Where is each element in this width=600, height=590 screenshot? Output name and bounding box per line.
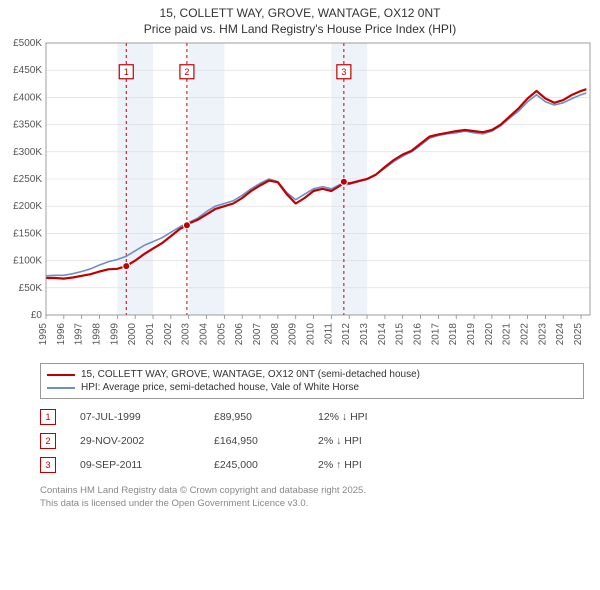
- sale-point: [183, 222, 190, 229]
- x-tick-label: 1997: [74, 323, 85, 346]
- x-tick-label: 2013: [359, 323, 370, 346]
- x-tick-label: 2017: [430, 323, 441, 346]
- legend-row: 15, COLLETT WAY, GROVE, WANTAGE, OX12 0N…: [47, 368, 577, 381]
- sale-marker-number: 1: [124, 67, 129, 77]
- x-tick-label: 1999: [109, 323, 120, 346]
- x-tick-label: 2002: [163, 323, 174, 346]
- sale-row-date: 29-NOV-2002: [80, 435, 190, 447]
- x-tick-label: 2011: [323, 323, 334, 345]
- y-tick-label: £400K: [13, 93, 42, 104]
- sale-point: [340, 178, 347, 185]
- x-tick-label: 2003: [181, 323, 192, 346]
- chart-title: 15, COLLETT WAY, GROVE, WANTAGE, OX12 0N…: [0, 0, 600, 37]
- x-tick-label: 2004: [199, 323, 210, 346]
- x-tick-label: 2025: [573, 323, 584, 346]
- sale-point: [123, 263, 130, 270]
- y-tick-label: £200K: [13, 201, 42, 212]
- legend-swatch: [47, 387, 75, 389]
- x-tick-label: 2018: [448, 323, 459, 346]
- y-tick-label: £350K: [13, 120, 42, 131]
- sale-row: 1 07-JUL-1999 £89,950 12% ↓ HPI: [40, 405, 584, 429]
- x-tick-label: 2023: [537, 323, 548, 346]
- footer-attribution: Contains HM Land Registry data © Crown c…: [40, 485, 584, 510]
- footer-line2: This data is licensed under the Open Gov…: [40, 498, 584, 510]
- y-tick-label: £250K: [13, 174, 42, 185]
- legend-swatch: [47, 374, 75, 376]
- title-line2: Price paid vs. HM Land Registry's House …: [4, 22, 596, 38]
- x-tick-label: 2007: [252, 323, 263, 346]
- x-tick-label: 2021: [502, 323, 513, 346]
- sale-row-price: £245,000: [214, 459, 294, 471]
- sales-table: 1 07-JUL-1999 £89,950 12% ↓ HPI 2 29-NOV-2002…: [40, 405, 584, 477]
- sale-row-date: 07-JUL-1999: [80, 411, 190, 423]
- legend-label: 15, COLLETT WAY, GROVE, WANTAGE, OX12 0N…: [81, 369, 420, 380]
- sale-row-price: £164,950: [214, 435, 294, 447]
- legend-row: HPI: Average price, semi-detached house,…: [47, 381, 577, 394]
- x-tick-label: 2019: [466, 323, 477, 346]
- sale-row-marker: 1: [40, 409, 56, 425]
- sale-row-marker: 3: [40, 457, 56, 473]
- sale-marker-number: 2: [184, 67, 189, 77]
- sale-marker-number: 3: [341, 67, 346, 77]
- sale-row-price: £89,950: [214, 411, 294, 423]
- x-tick-label: 2001: [145, 323, 156, 346]
- y-tick-label: £300K: [13, 147, 42, 158]
- sale-row-delta: 12% ↓ HPI: [318, 411, 408, 423]
- sale-row-date: 09-SEP-2011: [80, 459, 190, 471]
- legend: 15, COLLETT WAY, GROVE, WANTAGE, OX12 0N…: [40, 363, 584, 399]
- sale-row-delta: 2% ↑ HPI: [318, 459, 408, 471]
- x-tick-label: 2020: [484, 323, 495, 346]
- chart-area: £0 £50K £100K £150K £200K £250K £300K £350K £400…: [0, 37, 600, 357]
- footer-line1: Contains HM Land Registry data © Crown c…: [40, 485, 584, 497]
- y-tick-label: £0: [31, 310, 43, 321]
- x-tick-label: 2014: [377, 323, 388, 346]
- x-tick-label: 2009: [288, 323, 299, 346]
- x-tick-label: 2008: [270, 323, 281, 346]
- x-tick-label: 2022: [520, 323, 531, 346]
- legend-label: HPI: Average price, semi-detached house,…: [81, 382, 359, 393]
- x-tick-label: 2015: [395, 323, 406, 346]
- sale-row: 3 09-SEP-2011 £245,000 2% ↑ HPI: [40, 453, 584, 477]
- x-tick-label: 2024: [555, 323, 566, 346]
- x-tick-label: 1998: [92, 323, 103, 346]
- y-tick-label: £150K: [13, 229, 42, 240]
- sale-row: 2 29-NOV-2002 £164,950 2% ↓ HPI: [40, 429, 584, 453]
- x-tick-label: 2010: [306, 323, 317, 346]
- title-line1: 15, COLLETT WAY, GROVE, WANTAGE, OX12 0N…: [4, 6, 596, 22]
- x-tick-label: 2012: [341, 323, 352, 346]
- sale-row-delta: 2% ↓ HPI: [318, 435, 408, 447]
- x-tick-label: 2006: [234, 323, 245, 346]
- y-tick-label: £500K: [13, 38, 42, 49]
- y-tick-label: £100K: [13, 256, 42, 267]
- line-chart-svg: £0 £50K £100K £150K £200K £250K £300K £350K £400…: [0, 37, 600, 357]
- x-tick-label: 1996: [56, 323, 67, 346]
- y-tick-label: £450K: [13, 65, 42, 76]
- x-tick-label: 2000: [127, 323, 138, 346]
- x-tick-label: 2016: [413, 323, 424, 346]
- x-tick-label: 2005: [216, 323, 227, 346]
- y-tick-label: £50K: [19, 283, 43, 294]
- x-tick-label: 1995: [38, 323, 49, 346]
- sale-row-marker: 2: [40, 433, 56, 449]
